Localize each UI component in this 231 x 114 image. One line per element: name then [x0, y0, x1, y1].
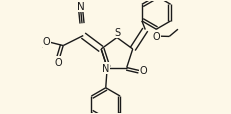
- Text: O: O: [43, 37, 50, 47]
- Text: O: O: [55, 58, 63, 67]
- Text: S: S: [114, 27, 120, 37]
- Text: N: N: [76, 2, 84, 12]
- Text: O: O: [140, 66, 147, 76]
- Text: N: N: [102, 64, 109, 74]
- Text: O: O: [152, 32, 160, 42]
